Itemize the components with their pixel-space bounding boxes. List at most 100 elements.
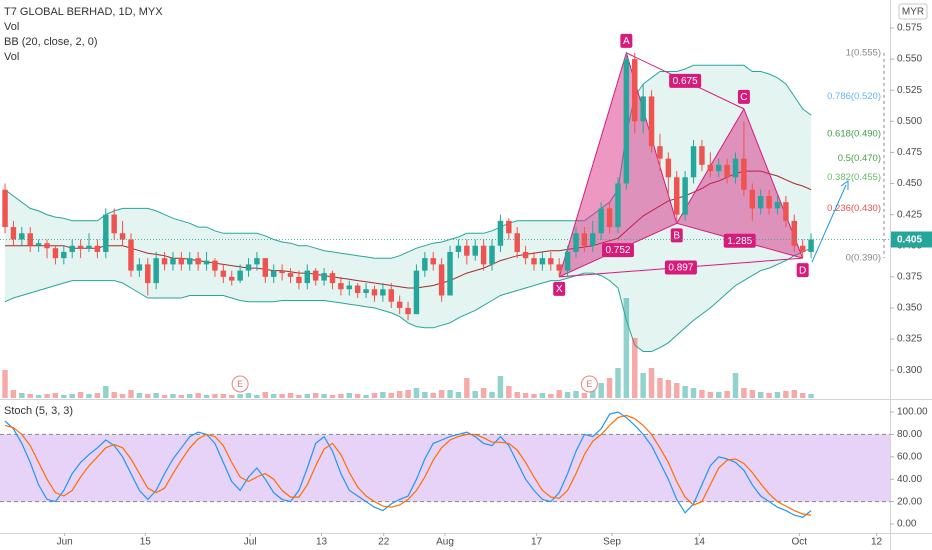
volume-bar — [623, 298, 630, 398]
candle-body — [52, 248, 59, 259]
candle-body — [808, 239, 814, 252]
pattern-fill — [559, 52, 677, 277]
candle-body — [69, 245, 75, 252]
candle-body — [623, 59, 630, 184]
candle-body — [254, 258, 260, 265]
candle-body — [606, 208, 613, 228]
candle-body — [514, 233, 520, 252]
volume-bar — [77, 392, 84, 398]
indicator-label: BB (20, close, 2, 0) — [4, 36, 98, 48]
volume-bar — [94, 393, 101, 398]
volume-bar — [472, 391, 478, 398]
volume-bar — [396, 391, 403, 398]
point-box — [620, 33, 633, 48]
volume-bar — [741, 388, 747, 398]
volume-bar — [2, 370, 8, 398]
candle-body — [19, 233, 25, 240]
volume-bar — [564, 392, 571, 398]
x-tick-label: 15 — [140, 537, 152, 548]
candle-body — [413, 270, 420, 315]
volume-bar — [480, 388, 487, 398]
indicator-label: Vol — [4, 21, 19, 33]
volume-bar — [422, 392, 428, 398]
candle-body — [464, 245, 470, 256]
x-tick-label: 12 — [871, 537, 883, 548]
point-box — [737, 89, 750, 104]
ratio-label: 0.752 — [605, 245, 630, 256]
candle-body — [757, 195, 764, 209]
candle-body — [145, 264, 151, 284]
candle-body — [2, 189, 8, 228]
volume-bar — [262, 392, 269, 398]
candle-body — [724, 164, 730, 178]
volume-bar — [522, 393, 529, 398]
volume-bar — [321, 394, 327, 398]
stoch-title: Stoch (5, 3, 3) — [4, 405, 73, 417]
volume-bar — [245, 393, 252, 398]
volume-bar — [363, 395, 369, 398]
volume-bar — [506, 386, 512, 398]
volume-bar — [455, 392, 462, 398]
volume-bar — [161, 395, 168, 398]
y-tick-label: 0.525 — [897, 85, 922, 96]
volume-bar — [44, 394, 50, 398]
volume-bar — [464, 378, 470, 398]
volume-bar — [690, 388, 697, 398]
candle-body — [682, 177, 688, 215]
x-tick-label: Jun — [57, 537, 73, 548]
volume-bar — [371, 393, 378, 398]
candle-body — [304, 270, 311, 284]
candle-body — [732, 158, 739, 178]
volume-bar — [380, 392, 386, 398]
volume-bar — [86, 394, 92, 398]
volume-bar — [111, 392, 117, 398]
y-tick-label: 0.450 — [897, 178, 922, 189]
candle-body — [346, 285, 353, 290]
candle-body — [556, 264, 562, 271]
y-tick-label: 0.375 — [897, 271, 922, 282]
candle-body — [632, 59, 638, 122]
candle-body — [86, 245, 92, 249]
candle-body — [119, 233, 126, 240]
candle-body — [480, 245, 487, 265]
volume-bar — [606, 378, 613, 398]
volume-bar — [212, 394, 218, 398]
volume-bar — [757, 392, 764, 398]
point-box — [553, 281, 566, 296]
candle-body — [657, 146, 663, 159]
volume-bar — [640, 373, 646, 398]
volume-bar — [195, 393, 201, 398]
y-tick-label: 0.425 — [897, 209, 922, 220]
candle-body — [388, 289, 394, 302]
volume-bar — [329, 395, 336, 398]
volume-bar — [187, 394, 193, 398]
volume-bar — [304, 394, 311, 398]
candle-body — [363, 289, 369, 293]
candle-body — [665, 158, 672, 178]
volume-bar — [237, 394, 243, 398]
candle-body — [447, 251, 453, 296]
ratio-label: 0.897 — [668, 263, 693, 274]
volume-bar — [791, 390, 798, 398]
volume-bar — [808, 394, 814, 398]
fib-label: 0(0.390) — [846, 253, 881, 264]
y-tick-label: 100.00 — [897, 407, 928, 418]
ratio-label: 1.285 — [727, 236, 752, 247]
candle-body — [422, 258, 428, 271]
candle-body — [438, 264, 445, 296]
candle-body — [707, 164, 714, 172]
volume-bar — [556, 390, 562, 398]
volume-bar — [447, 390, 453, 398]
y-tick-label: 40.00 — [897, 474, 922, 485]
volume-bar — [10, 390, 17, 398]
candle-body — [715, 164, 722, 172]
indicator-label: Vol — [4, 51, 19, 63]
volume-bar — [598, 383, 604, 398]
y-tick-label: 0.325 — [897, 334, 922, 345]
last-price-box — [891, 231, 932, 248]
candle-body — [598, 208, 604, 234]
point-label: D — [799, 265, 806, 276]
candle-body — [354, 285, 361, 293]
volume-bar — [665, 380, 672, 398]
